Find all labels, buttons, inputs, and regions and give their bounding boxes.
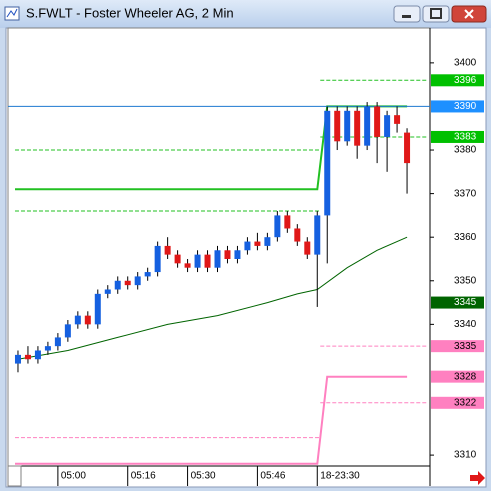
price-marker-label: 3390 [454,101,477,112]
app-icon [4,6,20,21]
button-glyph [402,15,411,18]
x-tick-label: 05:46 [260,471,285,482]
y-tick-label: 3340 [454,319,477,330]
candle-body [24,354,31,360]
candle-body [204,254,211,268]
candle-body [404,132,411,164]
candle-body [134,276,141,286]
candle-body [94,293,101,325]
close-button[interactable] [451,5,487,23]
candle-body [144,272,151,277]
price-marker [431,340,484,353]
candle-body [394,115,401,124]
indicator-line [17,236,408,360]
candle-body [104,289,111,294]
price-marker [431,74,484,87]
button-glyph [430,8,442,19]
candle-body [194,254,201,268]
candle-body [374,106,381,137]
price-marker-label: 3345 [454,297,477,308]
candle-body [74,315,81,325]
indicator-line [15,375,408,465]
x-tick-label: 05:00 [61,471,86,482]
app-icon-glyph [6,8,18,18]
price-marker [431,130,484,143]
y-tick-label: 3370 [454,188,477,199]
y-tick-label: 3400 [454,58,477,69]
x-tick-label: 05:16 [131,471,156,482]
minimize-button[interactable] [393,5,421,23]
candle-body [324,110,331,216]
price-marker-label: 3322 [454,397,477,408]
price-marker-label: 3328 [454,371,477,382]
candle-body [254,241,261,246]
candle-body [284,215,291,229]
candle-body [234,250,241,259]
price-marker [431,296,484,309]
x-tick-label: 05:30 [191,471,216,482]
price-marker-label: 3383 [454,132,477,143]
price-marker [431,370,484,383]
candle-body [274,215,281,238]
candle-body [164,245,171,255]
scroll-box[interactable] [7,465,22,487]
maximize-button[interactable] [422,5,450,23]
scroll-arrow[interactable] [470,471,485,485]
button-glyph [464,9,474,19]
candle-body [364,106,371,146]
candle-body [154,245,161,273]
candle-body [304,241,311,255]
window-title: S.FWLT - Foster Wheeler AG, 2 Min [26,5,234,20]
candle-body [114,280,121,290]
candle-body [384,115,391,137]
candle-body [294,228,301,242]
y-tick-label: 3360 [454,232,477,243]
plot-area [7,27,431,467]
candle-body [244,241,251,251]
price-marker [431,396,484,409]
candle-body [334,110,341,142]
y-tick-label: 3310 [454,450,477,461]
button-frame[interactable] [422,5,450,23]
y-tick-label: 3380 [454,145,477,156]
price-marker [431,100,484,113]
candle-body [224,250,231,259]
candle-body [44,346,51,351]
candle-body [14,354,21,364]
price-marker-label: 3335 [454,341,477,352]
candle-body [344,110,351,142]
y-tick-label: 3350 [454,275,477,286]
candle-body [174,254,181,264]
candle-body [84,315,91,325]
x-tick-label: 18-23:30 [320,471,360,482]
candle-body [124,280,131,286]
candle-body [184,263,191,268]
price-marker-label: 3396 [454,75,477,86]
button-frame[interactable] [393,5,421,23]
candle-body [264,237,271,246]
candle-body [54,337,61,347]
candle-body [214,250,221,268]
candle-body [34,350,41,360]
candle-body [354,110,361,146]
candle-body [314,215,321,255]
candle-body [64,324,71,338]
